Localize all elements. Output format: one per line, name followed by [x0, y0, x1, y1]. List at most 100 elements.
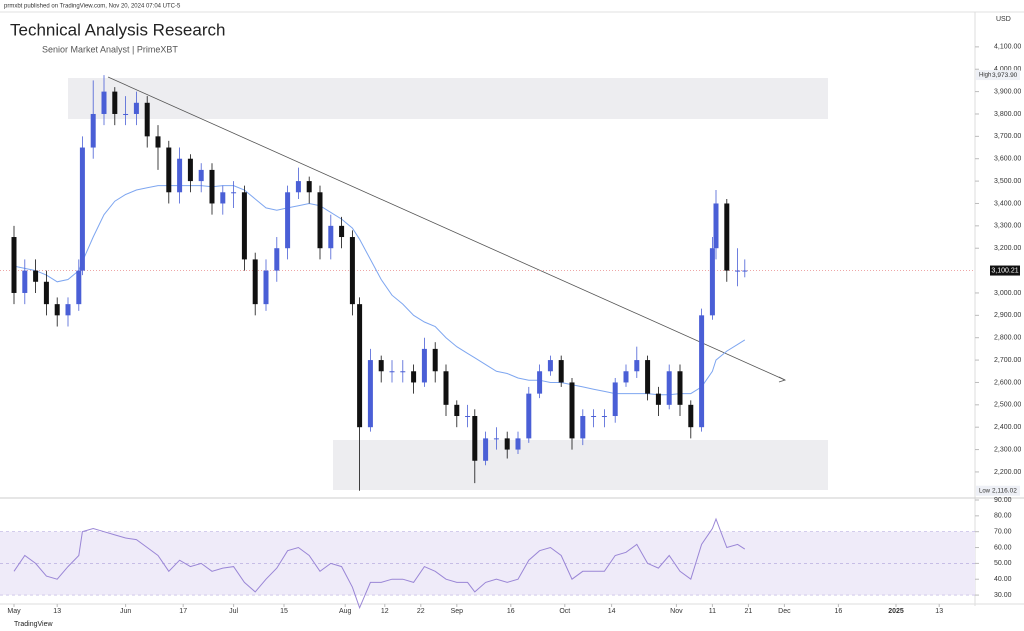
candle-body	[133, 102, 139, 114]
x-tick-label: Dec	[778, 608, 791, 615]
y-tick-label: 2,600.00	[994, 379, 1021, 386]
footer-brand: TradingView	[14, 621, 53, 628]
rsi-tick-label: 90.00	[994, 497, 1012, 504]
published-note: prmxbt published on TradingView.com, Nov…	[4, 4, 181, 10]
y-tick-label: 3,700.00	[994, 133, 1021, 140]
currency-label: USD	[996, 16, 1011, 23]
support-zone	[333, 440, 828, 490]
y-tick-label: 3,400.00	[994, 200, 1021, 207]
y-tick-label: 2,400.00	[994, 424, 1021, 431]
candle-body	[252, 259, 258, 305]
rsi-tick-label: 50.00	[994, 560, 1012, 567]
last-price-box	[990, 265, 1020, 276]
resistance-zone	[68, 78, 828, 119]
candle-body	[357, 304, 363, 428]
candle-body	[699, 315, 705, 428]
y-tick-label: 3,800.00	[994, 111, 1021, 118]
candle-body	[328, 225, 334, 249]
candle-body	[612, 382, 618, 417]
y-tick-label: 3,500.00	[994, 178, 1021, 185]
x-tick-label: 15	[280, 608, 288, 615]
candle-body	[187, 158, 193, 182]
x-tick-label: 21	[745, 608, 753, 615]
candle-body	[421, 348, 427, 383]
chart-subtitle: Senior Market Analyst | PrimeXBT	[42, 44, 178, 54]
candle-body	[472, 416, 478, 461]
extreme-name: Low	[979, 488, 991, 494]
y-tick-label: 2,700.00	[994, 357, 1021, 364]
candle-body	[11, 237, 17, 293]
x-tick-label: 12	[381, 608, 389, 615]
candle-body	[580, 416, 586, 439]
y-tick-label: 3,600.00	[994, 156, 1021, 163]
x-tick-label: 13	[935, 608, 943, 615]
candle-body	[285, 192, 291, 249]
candle-body	[504, 438, 510, 450]
candle-body	[367, 360, 373, 428]
rsi-tick-label: 80.00	[994, 513, 1012, 520]
candle-body	[378, 360, 384, 372]
candle-body	[220, 192, 226, 204]
last-price-label: 3,100.21	[991, 267, 1018, 274]
candle-body	[79, 147, 85, 271]
x-tick-label: 17	[179, 608, 187, 615]
candle-body	[400, 371, 406, 373]
candle-body	[655, 393, 661, 405]
candle-body	[634, 360, 640, 372]
candle-body	[742, 270, 748, 272]
candle-body	[155, 136, 161, 148]
candle-body	[623, 371, 629, 383]
candle-body	[43, 281, 49, 305]
candle-body	[144, 102, 150, 137]
extreme-value: 3,973.90	[992, 72, 1018, 79]
x-tick-label: 16	[835, 608, 843, 615]
candle-body	[306, 181, 312, 193]
candle-body	[101, 91, 107, 114]
candle-body	[432, 348, 438, 372]
candle-body	[166, 147, 172, 193]
extreme-name: High	[979, 73, 991, 79]
y-tick-label: 2,800.00	[994, 335, 1021, 342]
candle-body	[645, 360, 651, 394]
candle-body	[33, 270, 39, 282]
y-tick-label: 3,200.00	[994, 245, 1021, 252]
candle-body	[112, 91, 118, 114]
candle-body	[274, 248, 280, 271]
x-tick-label: Jun	[120, 608, 131, 615]
x-tick-label: May	[7, 608, 21, 615]
candle-body	[123, 113, 129, 115]
y-tick-label: 2,200.00	[994, 469, 1021, 476]
x-tick-label: 16	[507, 608, 515, 615]
x-tick-label: Sep	[451, 608, 464, 615]
chart-title: Technical Analysis Research	[10, 20, 225, 39]
x-tick-label: Aug	[339, 608, 352, 615]
rsi-line	[13, 517, 746, 610]
extreme-box	[976, 485, 1020, 496]
trend-arrow	[778, 376, 787, 383]
candle-body	[493, 438, 499, 440]
y-tick-label: 2,900.00	[994, 312, 1021, 319]
rsi-tick-label: 70.00	[994, 529, 1012, 536]
candle-body	[677, 371, 683, 405]
x-tick-label: 13	[53, 608, 61, 615]
candle-body	[713, 203, 719, 249]
candle-body	[90, 113, 96, 148]
rsi-tick-label: 40.00	[994, 576, 1012, 583]
candle-body	[295, 181, 301, 193]
y-tick-label: 3,300.00	[994, 223, 1021, 230]
x-tick-label: 14	[608, 608, 616, 615]
candle-body	[339, 225, 345, 238]
candle-body	[591, 416, 597, 418]
candle-body	[198, 169, 204, 182]
candle-body	[547, 360, 553, 372]
candle-body	[688, 404, 694, 428]
y-tick-label: 3,900.00	[994, 88, 1021, 95]
moving-average	[13, 185, 746, 396]
candle-body	[465, 416, 471, 418]
y-tick-label: 3,000.00	[994, 290, 1021, 297]
candle-body	[241, 192, 247, 260]
candle-body	[454, 404, 460, 417]
x-tick-label: 11	[709, 608, 716, 615]
y-tick-label: 2,300.00	[994, 446, 1021, 453]
